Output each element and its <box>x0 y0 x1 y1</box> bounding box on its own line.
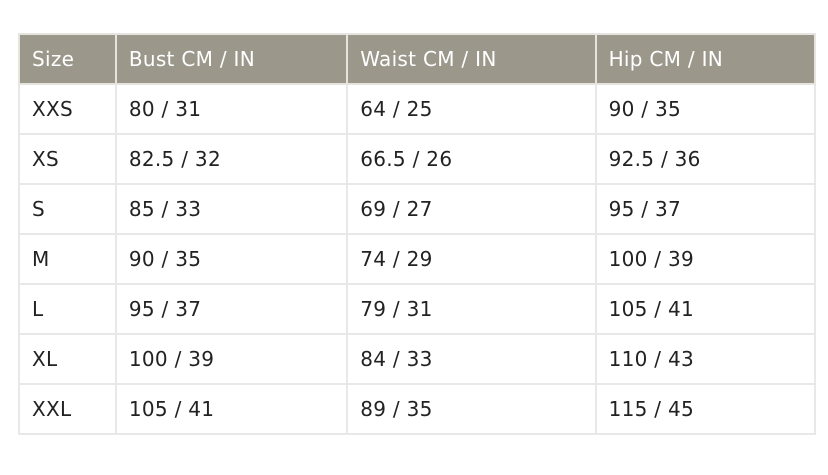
cell-size: XS <box>18 133 117 185</box>
cell-hip: 100 / 39 <box>594 233 817 285</box>
table-row: XL 100 / 39 84 / 33 110 / 43 <box>18 333 817 385</box>
cell-hip: 92.5 / 36 <box>594 133 817 185</box>
cell-waist: 84 / 33 <box>346 333 597 385</box>
cell-size: XXL <box>18 383 117 435</box>
cell-bust: 85 / 33 <box>114 183 349 235</box>
cell-bust: 90 / 35 <box>114 233 349 285</box>
cell-hip: 105 / 41 <box>594 283 817 335</box>
table-row: XXS 80 / 31 64 / 25 90 / 35 <box>18 83 817 135</box>
cell-waist: 89 / 35 <box>346 383 597 435</box>
header-waist: Waist CM / IN <box>346 33 597 85</box>
cell-hip: 90 / 35 <box>594 83 817 135</box>
header-hip: Hip CM / IN <box>594 33 817 85</box>
size-chart-table: Size Bust CM / IN Waist CM / IN Hip CM /… <box>18 33 817 435</box>
cell-hip: 115 / 45 <box>594 383 817 435</box>
cell-bust: 82.5 / 32 <box>114 133 349 185</box>
table-row: XXL 105 / 41 89 / 35 115 / 45 <box>18 383 817 435</box>
cell-waist: 69 / 27 <box>346 183 597 235</box>
cell-waist: 64 / 25 <box>346 83 597 135</box>
cell-bust: 95 / 37 <box>114 283 349 335</box>
table-row: XS 82.5 / 32 66.5 / 26 92.5 / 36 <box>18 133 817 185</box>
cell-waist: 66.5 / 26 <box>346 133 597 185</box>
cell-bust: 105 / 41 <box>114 383 349 435</box>
cell-waist: 74 / 29 <box>346 233 597 285</box>
cell-size: XL <box>18 333 117 385</box>
cell-waist: 79 / 31 <box>346 283 597 335</box>
cell-bust: 80 / 31 <box>114 83 349 135</box>
cell-size: S <box>18 183 117 235</box>
table-row: L 95 / 37 79 / 31 105 / 41 <box>18 283 817 335</box>
header-size: Size <box>18 33 117 85</box>
cell-bust: 100 / 39 <box>114 333 349 385</box>
cell-hip: 110 / 43 <box>594 333 817 385</box>
table-row: M 90 / 35 74 / 29 100 / 39 <box>18 233 817 285</box>
cell-hip: 95 / 37 <box>594 183 817 235</box>
table-row: S 85 / 33 69 / 27 95 / 37 <box>18 183 817 235</box>
cell-size: XXS <box>18 83 117 135</box>
header-row: Size Bust CM / IN Waist CM / IN Hip CM /… <box>18 33 817 85</box>
cell-size: L <box>18 283 117 335</box>
header-bust: Bust CM / IN <box>114 33 349 85</box>
cell-size: M <box>18 233 117 285</box>
